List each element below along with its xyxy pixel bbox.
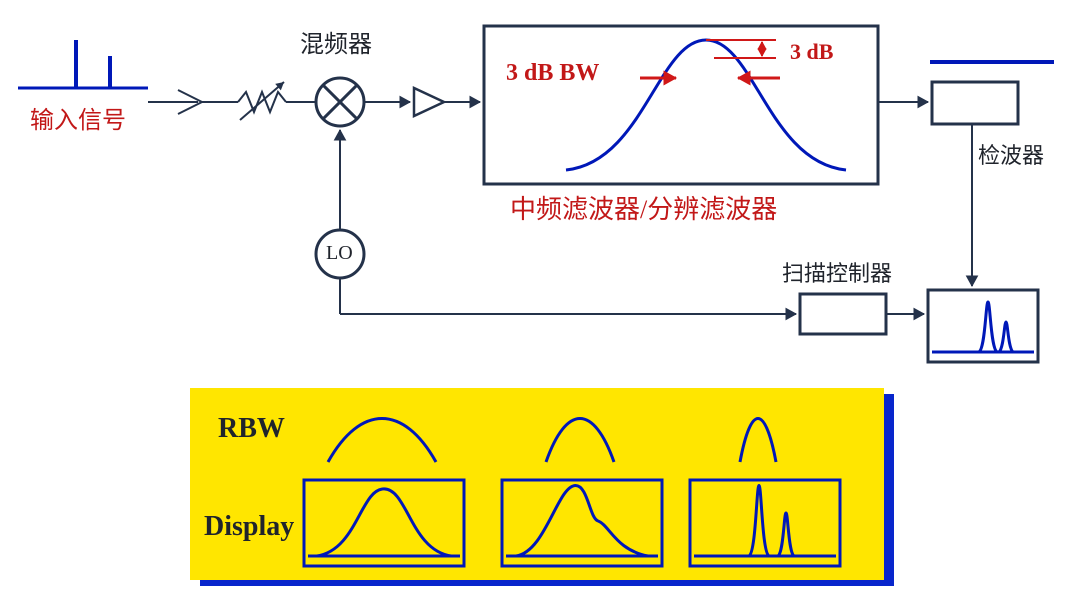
label-if-filter: 中频滤波器/分辨滤波器 [510,196,777,225]
label-sweep-controller: 扫描控制器 [782,262,892,286]
detector-box [932,82,1018,124]
label-lo: LO [326,242,353,264]
label-3db-bw: 3 dB BW [506,60,599,86]
amplifier-icon [414,88,444,116]
label-input-signal: 输入信号 [30,108,126,134]
label-mixer: 混频器 [300,32,372,58]
label-rbw: RBW [218,414,285,445]
sweep-controller-box [800,294,886,334]
label-display: Display [204,512,294,543]
label-3db: 3 dB [790,40,833,64]
label-detector: 检波器 [978,144,1044,168]
